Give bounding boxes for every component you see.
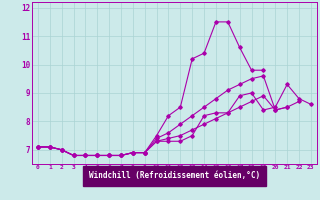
X-axis label: Windchill (Refroidissement éolien,°C): Windchill (Refroidissement éolien,°C) [89,171,260,180]
